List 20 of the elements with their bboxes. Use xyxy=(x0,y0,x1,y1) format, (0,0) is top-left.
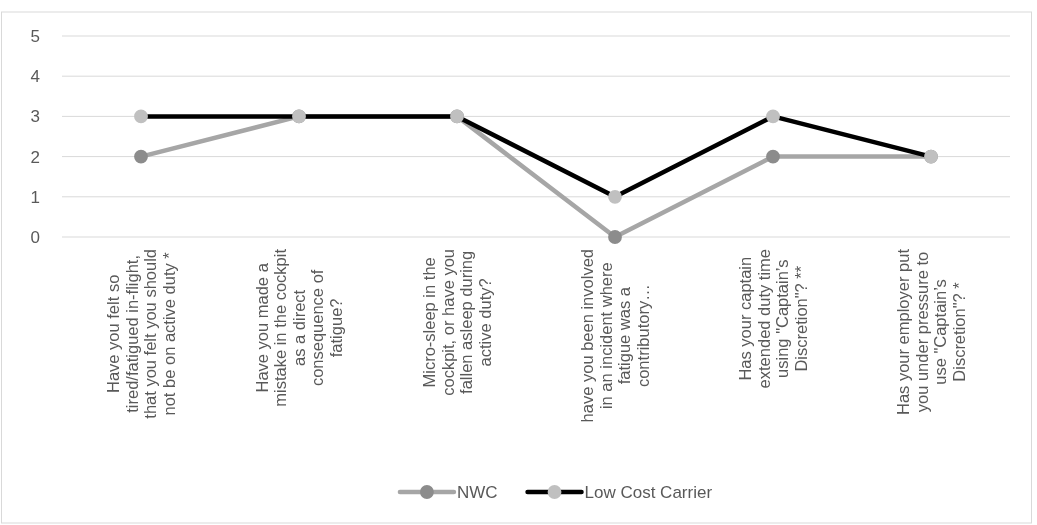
point xyxy=(134,109,148,124)
x-tick-label: Has your employer put you under pressure to use "Captain’s Discretion"? * xyxy=(894,248,968,415)
y-tick-label: 1 xyxy=(30,187,40,207)
legend-label: NWC xyxy=(456,483,498,502)
point xyxy=(608,230,622,244)
point xyxy=(766,109,780,124)
y-tick-label: 4 xyxy=(30,67,40,87)
point xyxy=(608,189,622,204)
x-tick-label: Have you made a mistake in the cockpit as a direct consequence of fatigue? xyxy=(252,248,345,407)
y-tick-label: 5 xyxy=(30,26,40,46)
y-tick-label: 3 xyxy=(30,107,40,127)
point xyxy=(134,149,148,164)
x-tick-label: Has your captain extended duty time using "Captain’s Discretion"? ** xyxy=(736,249,810,389)
legend-label: Low Cost Carrier xyxy=(584,483,713,502)
y-tick-label: 2 xyxy=(30,147,40,167)
x-tick-label: Have you felt so tired/fatigued in-flight, that you felt you should not be on active duty * xyxy=(104,249,178,419)
x-tick-label: have you been involved in an incident where fatigue was a contributory… xyxy=(578,249,652,423)
x-tick-label: Micro-sleep in the cockpit, or have you fallen asleep during active duty? xyxy=(420,249,494,396)
y-tick-label: 0 xyxy=(30,227,40,247)
point xyxy=(766,149,780,164)
